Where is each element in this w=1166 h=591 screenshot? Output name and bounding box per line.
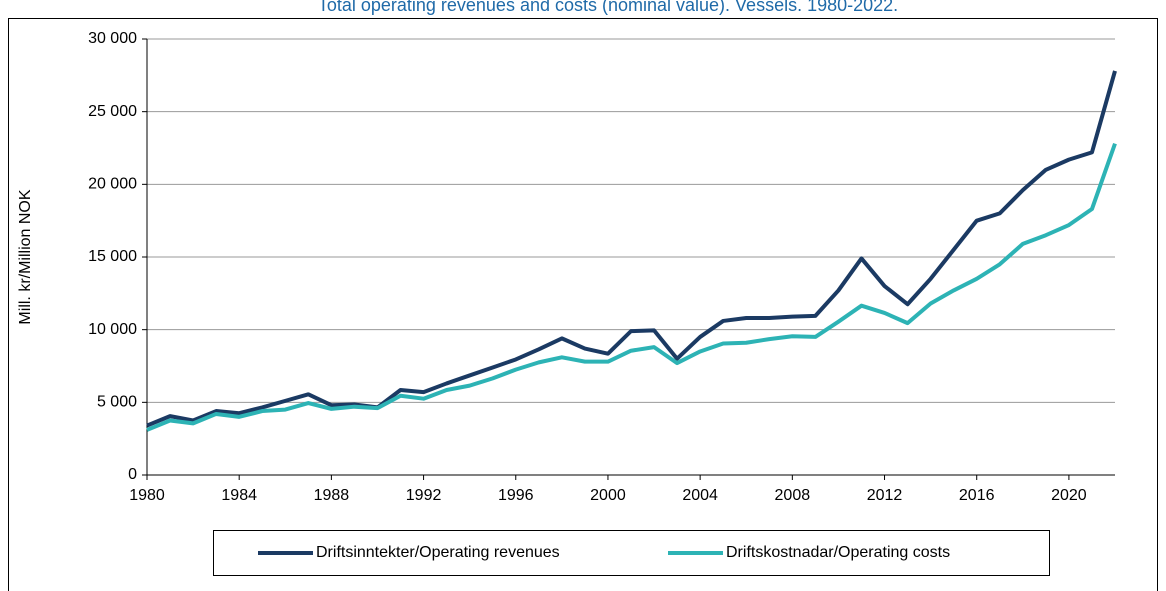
y-tick-label: 5 000 [97,394,137,411]
x-tick-label: 2020 [1051,487,1087,504]
legend [213,530,1050,576]
x-tick-label: 1996 [498,487,534,504]
line-series [146,70,1117,428]
y-tick-label: 25 000 [88,103,137,120]
y-tick-label: 30 000 [88,30,137,47]
y-tick-label: 0 [128,466,137,483]
legend-label: Driftsinntekter/Operating revenues [316,544,560,561]
x-tick-label: 1984 [221,487,257,504]
chart-title: Total operating revenues and costs (nomi… [318,0,898,15]
line-series [146,142,1117,432]
x-tick-label: 1988 [314,487,350,504]
y-axis-label: Mill. kr/Million NOK [17,189,34,324]
y-tick-label: 15 000 [88,248,137,265]
x-tick-label: 2016 [959,487,995,504]
y-tick-label: 20 000 [88,176,137,193]
x-tick-label: 2012 [867,487,903,504]
x-tick-label: 2004 [682,487,718,504]
x-tick-label: 2000 [590,487,626,504]
x-tick-label: 1992 [406,487,442,504]
x-tick-label: 2008 [775,487,811,504]
x-tick-label: 1980 [129,487,165,504]
legend-label: Driftskostnadar/Operating costs [726,544,950,561]
y-tick-label: 10 000 [88,321,137,338]
chart-frame [8,18,1158,591]
